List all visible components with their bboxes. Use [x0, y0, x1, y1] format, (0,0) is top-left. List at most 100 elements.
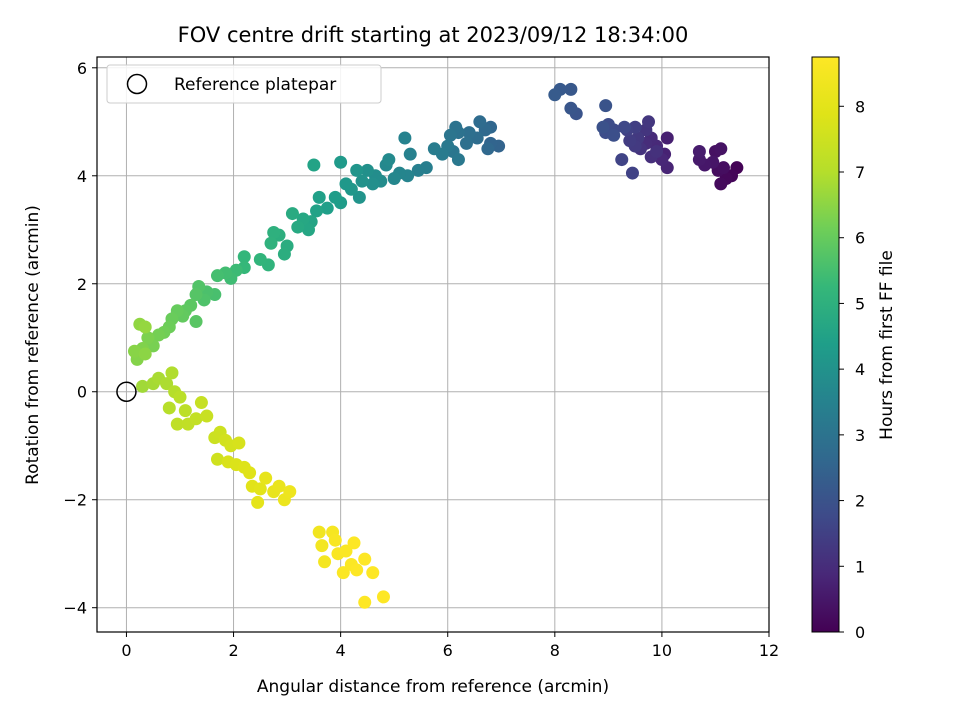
data-point — [189, 412, 203, 426]
data-point — [443, 128, 457, 142]
grid — [97, 57, 770, 632]
y-axis-ticks: −4 −2 0 2 4 6 — [63, 59, 97, 618]
data-point — [714, 177, 728, 191]
data-point — [267, 225, 281, 239]
data-point — [328, 533, 342, 547]
y-tick-label: 4 — [77, 167, 87, 186]
legend-marker-reference — [126, 73, 148, 95]
chart-title: FOV centre drift starting at 2023/09/12 … — [178, 23, 689, 47]
data-point — [339, 544, 353, 558]
colorbar-label: Hours from first FF file — [877, 250, 897, 440]
x-tick-label: 0 — [121, 641, 131, 660]
data-point — [358, 595, 372, 609]
data-point — [285, 207, 299, 221]
data-point — [259, 471, 273, 485]
plot-frame — [96, 56, 770, 633]
data-point — [473, 115, 487, 129]
data-point — [360, 163, 374, 177]
data-point — [564, 101, 578, 115]
data-point — [427, 142, 441, 156]
data-point — [138, 320, 152, 334]
data-point — [136, 379, 150, 393]
data-point — [310, 204, 324, 218]
data-point — [352, 190, 366, 204]
data-point — [625, 166, 639, 180]
reference-platepar-marker — [116, 381, 137, 402]
data-point — [178, 404, 192, 418]
data-point — [165, 366, 179, 380]
data-point — [328, 190, 342, 204]
data-point — [387, 171, 401, 185]
data-point — [596, 120, 610, 134]
x-tick-label: 8 — [550, 641, 560, 660]
data-point — [320, 201, 334, 215]
data-point — [650, 144, 664, 158]
colorbar-ticks: 0 1 2 3 4 5 6 7 8 — [839, 97, 865, 642]
x-tick-label: 4 — [336, 641, 346, 660]
data-point — [714, 142, 728, 156]
data-point — [251, 495, 265, 509]
y-axis-label: Rotation from reference (arcmin) — [23, 205, 43, 485]
data-point — [237, 250, 251, 264]
data-point — [599, 99, 613, 113]
data-point — [253, 252, 267, 266]
data-point — [376, 590, 390, 604]
data-point — [623, 134, 637, 148]
data-point — [173, 390, 187, 404]
data-point — [350, 563, 364, 577]
data-point — [548, 88, 562, 102]
data-point — [283, 485, 297, 499]
data-point — [615, 153, 629, 167]
data-point — [382, 153, 396, 167]
data-point — [403, 147, 417, 161]
data-point — [291, 220, 305, 234]
data-point — [350, 163, 364, 177]
data-point — [315, 539, 329, 553]
plot-area: 0 2 4 6 8 10 12 −4 −2 0 2 4 6 — [63, 56, 779, 660]
data-point — [232, 436, 246, 450]
data-point — [194, 396, 208, 410]
data-point — [189, 315, 203, 329]
colorbar-tick-label: 3 — [855, 426, 865, 445]
data-point — [358, 552, 372, 566]
x-axis-ticks: 0 2 4 6 8 10 12 — [121, 632, 779, 660]
data-point — [692, 144, 706, 158]
legend-box — [106, 64, 382, 104]
colorbar-tick-label: 2 — [855, 492, 865, 511]
colorbar-tick-label: 8 — [855, 97, 865, 116]
data-point — [243, 466, 257, 480]
colorbar-tick-label: 1 — [855, 557, 865, 576]
scatter-points — [116, 82, 744, 609]
legend: Reference platepar — [106, 64, 382, 104]
data-point — [210, 269, 224, 283]
colorbar-tick-label: 5 — [855, 294, 865, 313]
colorbar-tick-label: 7 — [855, 163, 865, 182]
data-point — [302, 223, 316, 237]
data-point — [451, 153, 465, 167]
data-point — [355, 174, 369, 188]
data-point — [564, 82, 578, 96]
y-tick-label: −2 — [63, 491, 87, 510]
data-point — [277, 247, 291, 261]
data-point — [141, 331, 155, 345]
y-tick-label: −4 — [63, 599, 87, 618]
data-point — [253, 482, 267, 496]
data-point — [347, 536, 361, 550]
data-point — [462, 126, 476, 140]
x-axis-label: Angular distance from reference (arcmin) — [257, 677, 609, 697]
data-point — [312, 190, 326, 204]
x-tick-label: 10 — [652, 641, 672, 660]
data-point — [272, 479, 286, 493]
data-point — [607, 128, 621, 142]
data-point — [127, 344, 141, 358]
data-point — [210, 452, 224, 466]
y-tick-label: 6 — [77, 59, 87, 78]
x-tick-label: 6 — [443, 641, 453, 660]
data-point — [459, 136, 473, 150]
data-point — [318, 555, 332, 569]
y-tick-label: 0 — [77, 383, 87, 402]
data-point — [660, 131, 674, 145]
data-point — [264, 236, 278, 250]
data-point — [336, 566, 350, 580]
